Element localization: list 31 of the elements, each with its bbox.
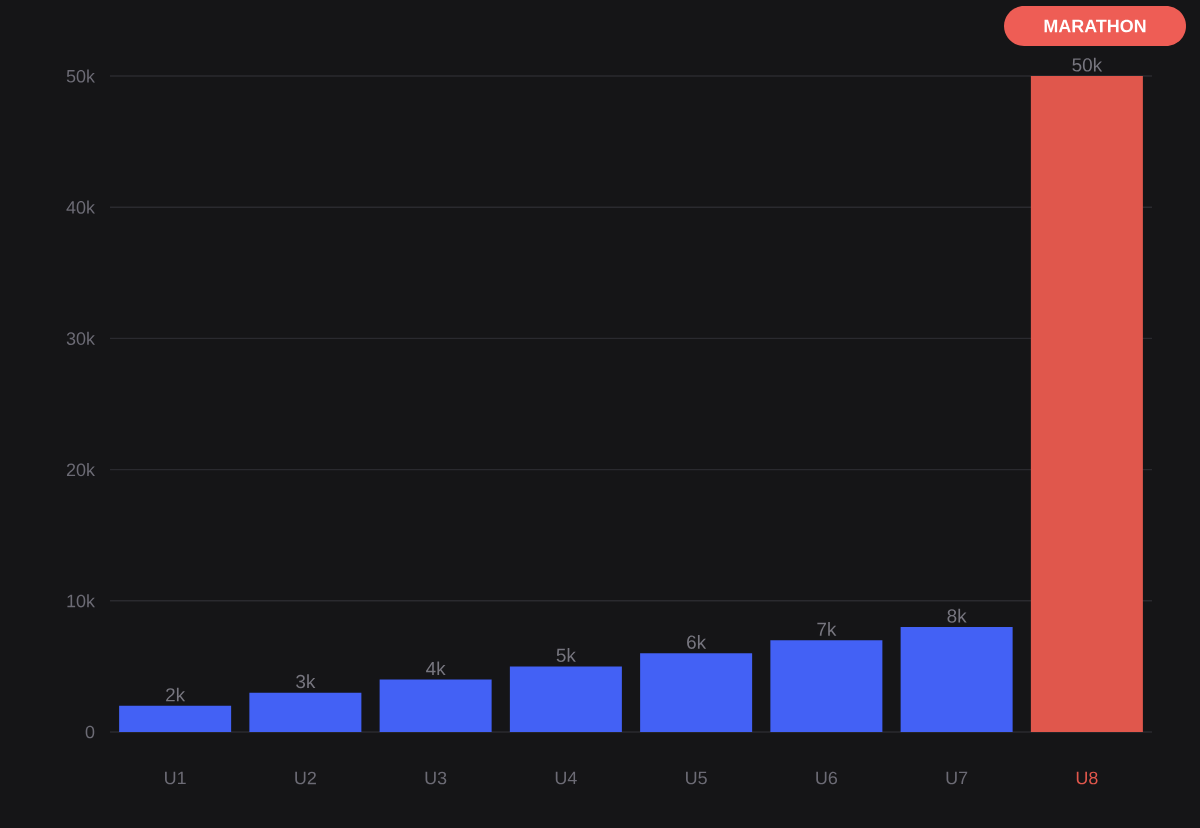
y-tick-label: 30k xyxy=(66,331,95,345)
bar xyxy=(509,666,622,732)
data-label: 8k xyxy=(947,608,967,623)
data-label: 50k xyxy=(1072,57,1103,72)
x-tick-label: U6 xyxy=(816,771,838,785)
x-tick-label: U4 xyxy=(555,771,577,785)
data-label: 6k xyxy=(687,634,707,649)
x-tick-label: U3 xyxy=(425,771,447,785)
bar xyxy=(770,640,883,732)
bar xyxy=(119,705,232,732)
x-tick-label: U8 xyxy=(1076,771,1098,785)
data-label: 5k xyxy=(556,648,576,663)
data-label: 7k xyxy=(817,622,837,636)
data-label: 4k xyxy=(426,661,446,676)
bar xyxy=(900,627,1013,732)
data-label: 3k xyxy=(296,674,316,689)
bar xyxy=(249,692,362,732)
x-tick-label: U5 xyxy=(686,771,707,785)
y-tick-label: 20k xyxy=(66,463,95,477)
data-label: 2k xyxy=(166,687,186,702)
bar xyxy=(1030,76,1143,732)
y-tick-label: 10k xyxy=(67,594,95,608)
x-tick-label: U1 xyxy=(165,771,186,785)
bar xyxy=(379,679,492,732)
y-tick-label: 40k xyxy=(66,200,95,214)
x-tick-label: U2 xyxy=(295,771,316,785)
text: MARATHON xyxy=(1044,19,1146,33)
y-tick-label: 0 xyxy=(85,725,95,739)
x-tick-label: U7 xyxy=(946,771,968,785)
bar xyxy=(640,653,753,732)
y-tick-label: 50k xyxy=(66,69,95,83)
